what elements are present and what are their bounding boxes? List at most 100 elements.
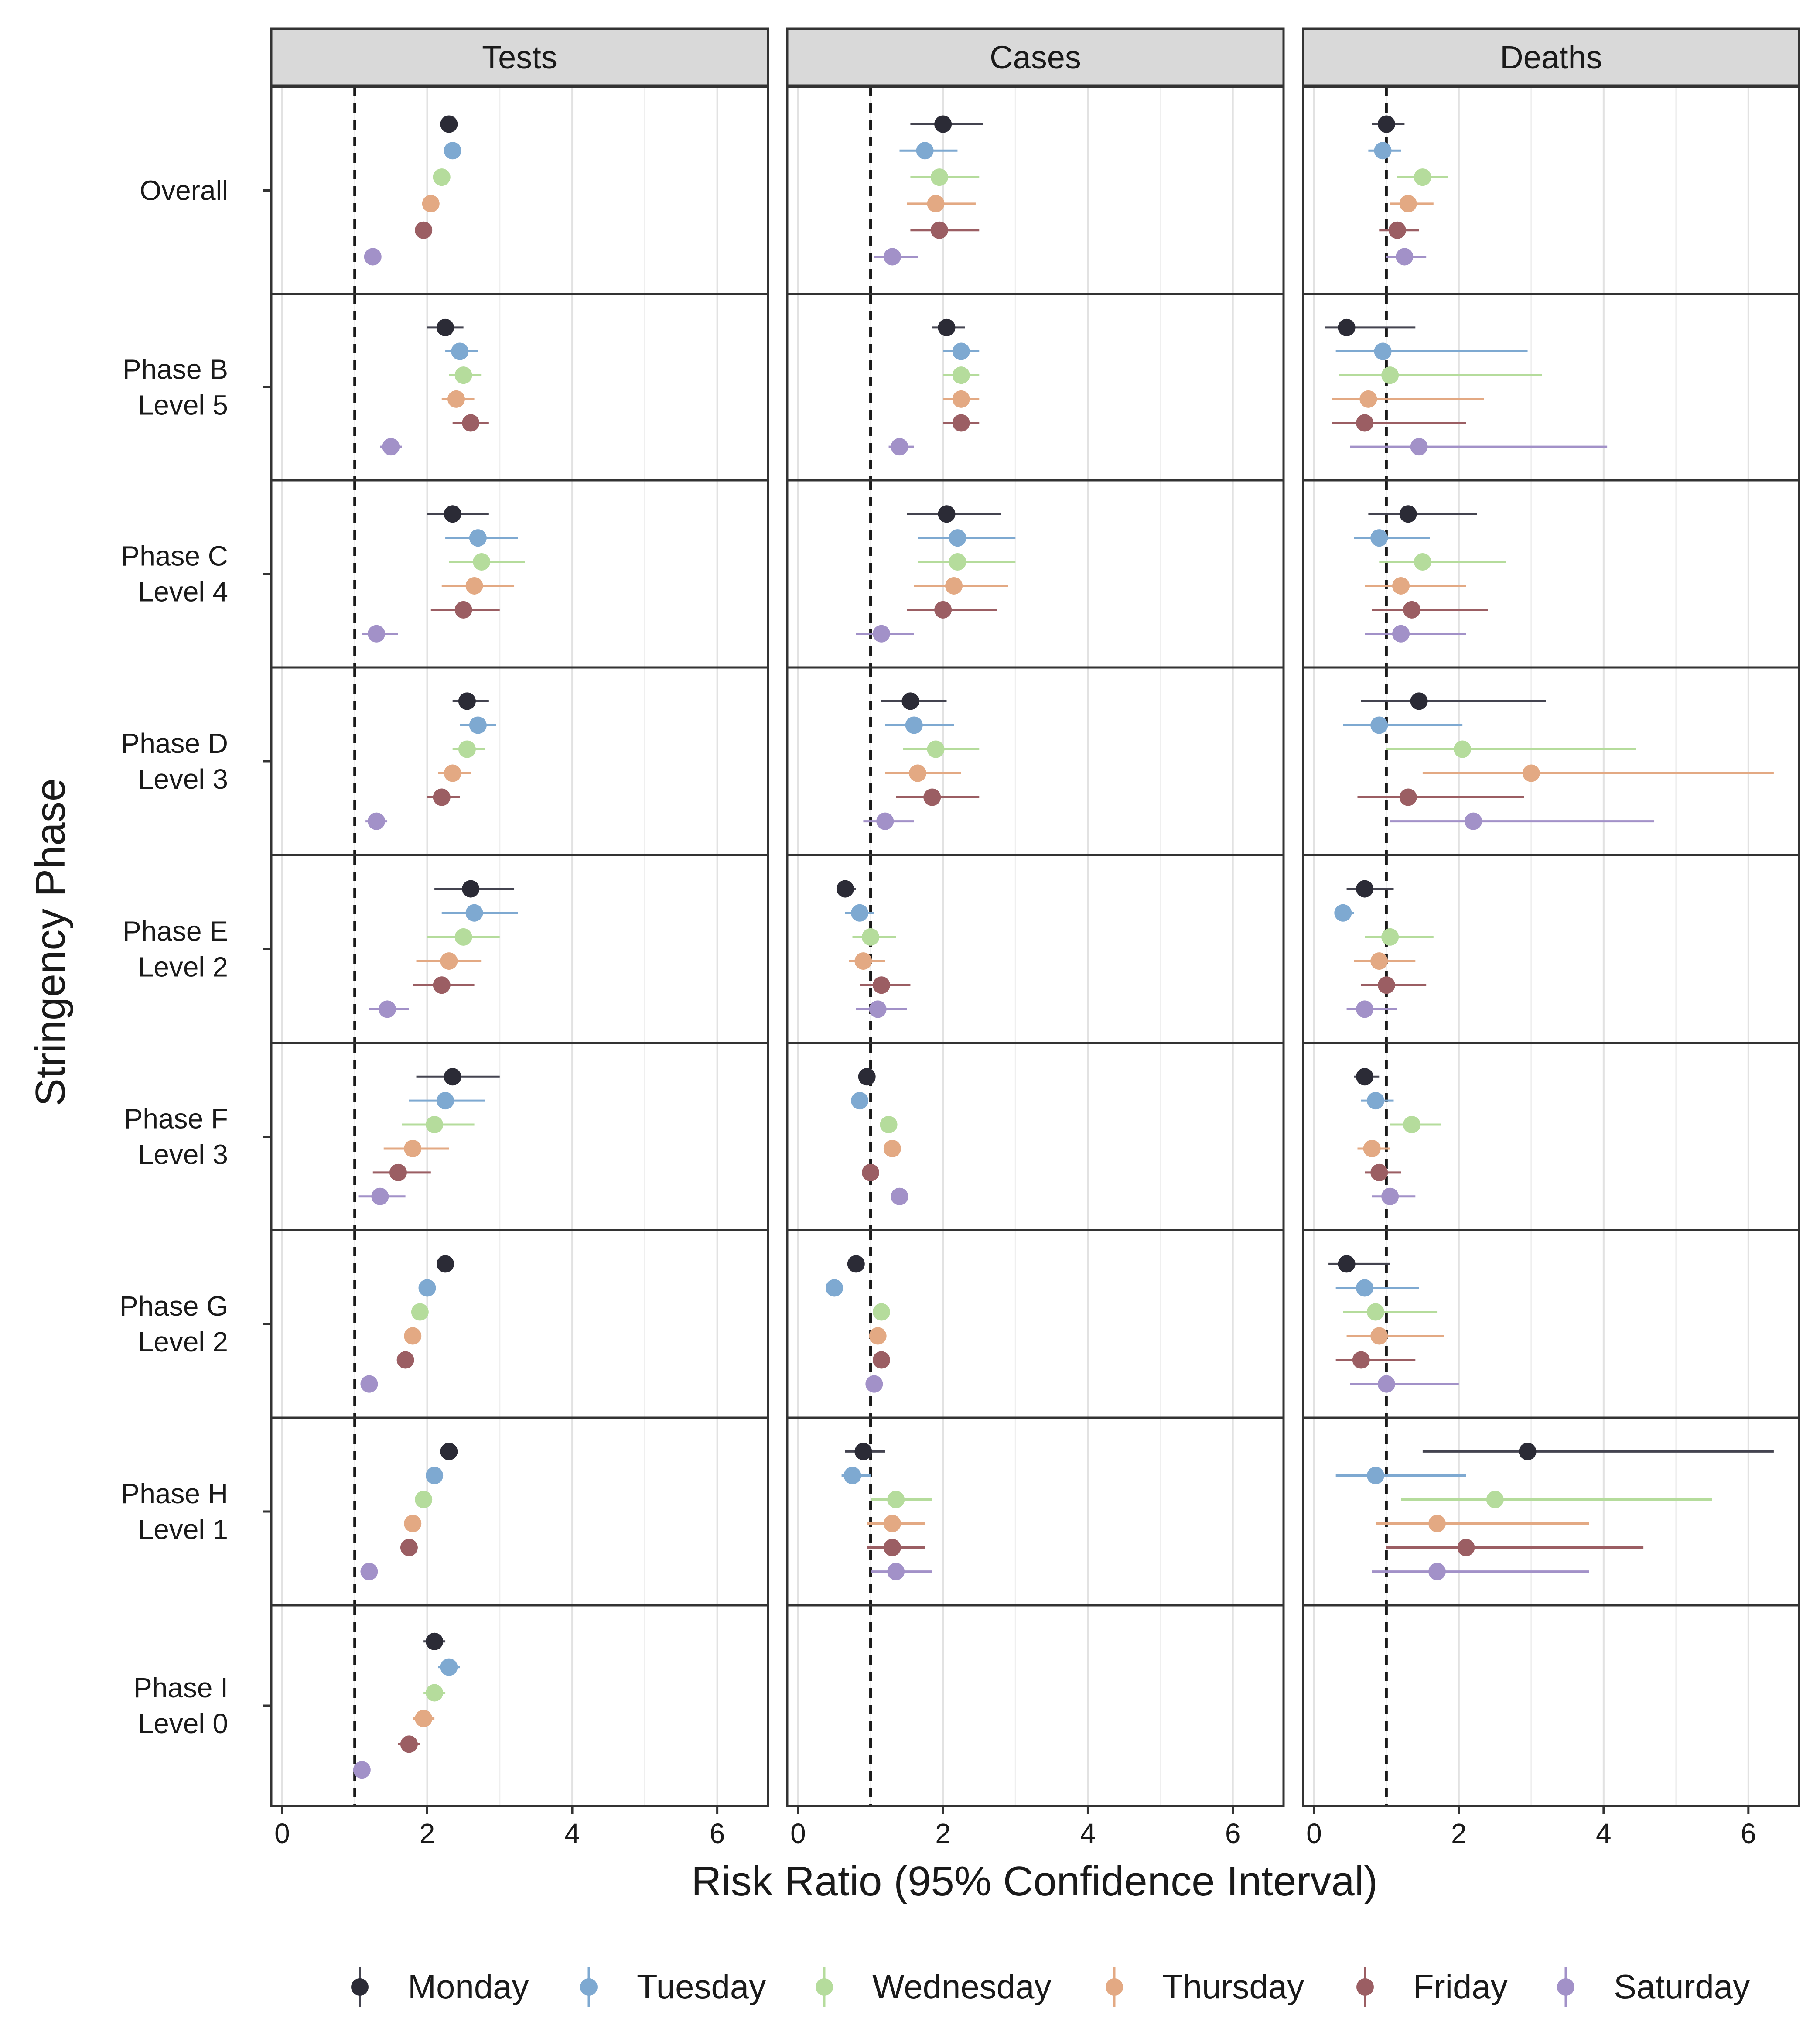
x-tick-label: 0 — [274, 1818, 290, 1849]
point-friday — [1377, 976, 1395, 994]
panel-cases-phase_f — [786, 1042, 1285, 1231]
point-thursday — [883, 1139, 901, 1157]
panel-cases-phase_h — [786, 1416, 1285, 1607]
point-wednesday — [473, 553, 491, 571]
point-wednesday — [1454, 740, 1472, 758]
point-wednesday — [880, 1116, 898, 1134]
panel-tests-phase_i — [270, 1604, 769, 1807]
point-saturday — [1377, 1375, 1395, 1393]
x-axis-deaths: 0 2 4 6 — [1306, 1806, 1756, 1849]
panel-cases-phase_d — [786, 666, 1285, 856]
point-monday — [1410, 692, 1428, 710]
x-tick-label: 6 — [1741, 1818, 1756, 1849]
point-monday — [1338, 318, 1356, 336]
legend-key-thursday — [1106, 1978, 1123, 1996]
point-thursday — [465, 577, 483, 595]
point-thursday — [945, 577, 963, 595]
point-tuesday — [949, 529, 966, 547]
y-axis-title: Stringency Phase — [27, 778, 74, 1106]
point-saturday — [1392, 625, 1410, 643]
point-thursday — [1370, 1327, 1388, 1345]
point-tuesday — [465, 904, 483, 922]
point-tuesday — [1374, 342, 1392, 360]
legend-label-thursday: Thursday — [1162, 1967, 1304, 2006]
point-saturday — [1428, 1563, 1446, 1580]
panel-bg — [787, 294, 1284, 480]
row-label-line: Level 2 — [138, 1326, 228, 1358]
point-monday — [437, 1255, 454, 1273]
point-thursday — [440, 952, 458, 970]
row-label-line: Level 2 — [138, 951, 228, 983]
point-thursday — [404, 1139, 422, 1157]
point-wednesday — [927, 740, 945, 758]
point-wednesday — [454, 366, 472, 384]
point-wednesday — [1381, 366, 1399, 384]
panel-bg — [271, 667, 768, 855]
point-wednesday — [1414, 553, 1431, 571]
point-saturday — [1396, 248, 1414, 266]
point-wednesday — [1486, 1491, 1504, 1508]
row-label-line: Phase F — [124, 1103, 228, 1135]
point-wednesday — [426, 1684, 444, 1702]
panel-bg — [787, 667, 1284, 855]
panel-bg — [787, 855, 1284, 1043]
point-wednesday — [930, 168, 948, 186]
point-wednesday — [1381, 928, 1399, 946]
point-thursday — [909, 764, 927, 782]
panel-bg — [1303, 855, 1799, 1043]
row-label-line: Phase I — [133, 1672, 228, 1703]
point-friday — [1356, 414, 1374, 432]
strip-label-tests: Tests — [482, 39, 557, 75]
panel-bg — [271, 1230, 768, 1418]
panel-deaths-phase_c — [1302, 479, 1800, 669]
point-saturday — [368, 812, 386, 830]
point-monday — [901, 692, 919, 710]
panel-bg — [271, 1605, 768, 1806]
panel-border — [786, 1604, 1285, 1807]
legend-key-monday — [351, 1978, 369, 1996]
legend-label-friday: Friday — [1413, 1967, 1508, 2006]
point-saturday — [371, 1187, 389, 1205]
point-monday — [938, 505, 956, 523]
x-tick-label: 2 — [935, 1818, 951, 1849]
point-monday — [426, 1632, 444, 1650]
legend-label-tuesday: Tuesday — [637, 1967, 766, 2006]
legend-key-friday — [1356, 1978, 1374, 1996]
row-label-line: Phase H — [121, 1478, 228, 1509]
panel-bg — [271, 1043, 768, 1230]
row-label-overall: Overall — [140, 175, 228, 206]
point-monday — [1399, 505, 1417, 523]
point-saturday — [876, 812, 894, 830]
panel-bg — [271, 87, 768, 294]
strip-deaths — [1302, 27, 1800, 87]
panel-deaths-phase_g — [1302, 1229, 1800, 1419]
point-friday — [934, 601, 952, 619]
row-label-phase_h: Phase H Level 1 — [121, 1478, 228, 1545]
row-label-line: Phase B — [123, 354, 228, 385]
point-thursday — [422, 195, 440, 212]
point-tuesday — [916, 142, 934, 160]
x-tick-label: 4 — [1596, 1818, 1612, 1849]
row-label-phase_c: Phase C Level 4 — [121, 540, 228, 608]
point-wednesday — [1366, 1303, 1384, 1321]
row-label-line: Level 1 — [138, 1514, 228, 1545]
point-tuesday — [1366, 1092, 1384, 1110]
point-saturday — [887, 1563, 905, 1580]
point-wednesday — [952, 366, 970, 384]
point-tuesday — [451, 342, 469, 360]
row-label-phase_g: Phase G Level 2 — [120, 1290, 228, 1358]
point-monday — [854, 1443, 872, 1460]
point-thursday — [1399, 195, 1417, 212]
point-saturday — [360, 1375, 378, 1393]
point-tuesday — [1366, 1467, 1384, 1484]
x-axis-title: Risk Ratio (95% Confidence Interval) — [691, 1858, 1378, 1905]
point-friday — [433, 976, 451, 994]
point-saturday — [1381, 1187, 1399, 1205]
point-monday — [444, 1068, 461, 1086]
row-label-line: Level 4 — [138, 576, 228, 608]
point-friday — [400, 1735, 418, 1753]
point-monday — [858, 1068, 876, 1086]
panel-bg — [271, 294, 768, 480]
row-label-line: Level 5 — [138, 390, 228, 421]
